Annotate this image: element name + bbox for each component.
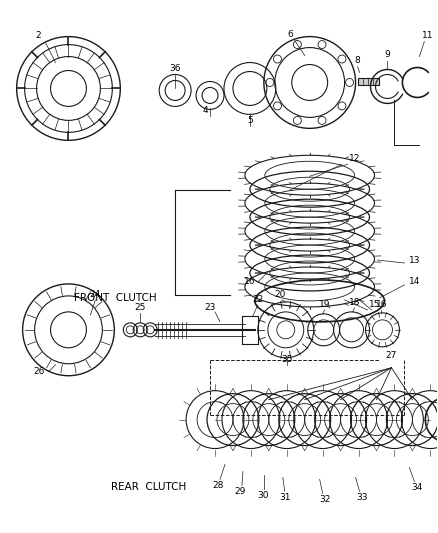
- Text: 25: 25: [134, 303, 146, 312]
- Text: 18: 18: [349, 298, 360, 308]
- Text: 29: 29: [234, 487, 246, 496]
- Bar: [357, 78, 379, 85]
- Text: 30: 30: [257, 491, 268, 500]
- Text: 11: 11: [422, 31, 433, 40]
- Text: 24: 24: [90, 290, 101, 300]
- Text: 12: 12: [349, 154, 360, 163]
- Text: 6: 6: [287, 30, 293, 39]
- Text: FRONT  CLUTCH: FRONT CLUTCH: [74, 293, 157, 303]
- Text: 4: 4: [202, 106, 208, 115]
- Text: 33: 33: [356, 493, 367, 502]
- Text: 5: 5: [247, 116, 253, 125]
- Text: 23: 23: [205, 303, 216, 312]
- Text: 31: 31: [279, 493, 290, 502]
- Text: 32: 32: [319, 495, 330, 504]
- Text: 35: 35: [281, 356, 293, 364]
- Text: 28: 28: [212, 481, 224, 490]
- Text: 13: 13: [409, 255, 420, 264]
- Text: 9: 9: [385, 50, 390, 59]
- Text: 36: 36: [170, 64, 181, 73]
- Text: 26: 26: [33, 367, 44, 376]
- Text: 20: 20: [274, 290, 286, 300]
- Text: 16: 16: [244, 278, 256, 286]
- Text: 16: 16: [376, 301, 387, 309]
- Text: 22: 22: [252, 295, 264, 304]
- Text: 8: 8: [355, 56, 360, 65]
- Text: 14: 14: [409, 278, 420, 286]
- Text: 34: 34: [412, 483, 423, 492]
- Text: 19: 19: [319, 301, 330, 309]
- Text: REAR  CLUTCH: REAR CLUTCH: [111, 482, 186, 492]
- Text: 2: 2: [36, 31, 41, 40]
- Text: 27: 27: [386, 351, 397, 360]
- Text: 15: 15: [369, 301, 380, 309]
